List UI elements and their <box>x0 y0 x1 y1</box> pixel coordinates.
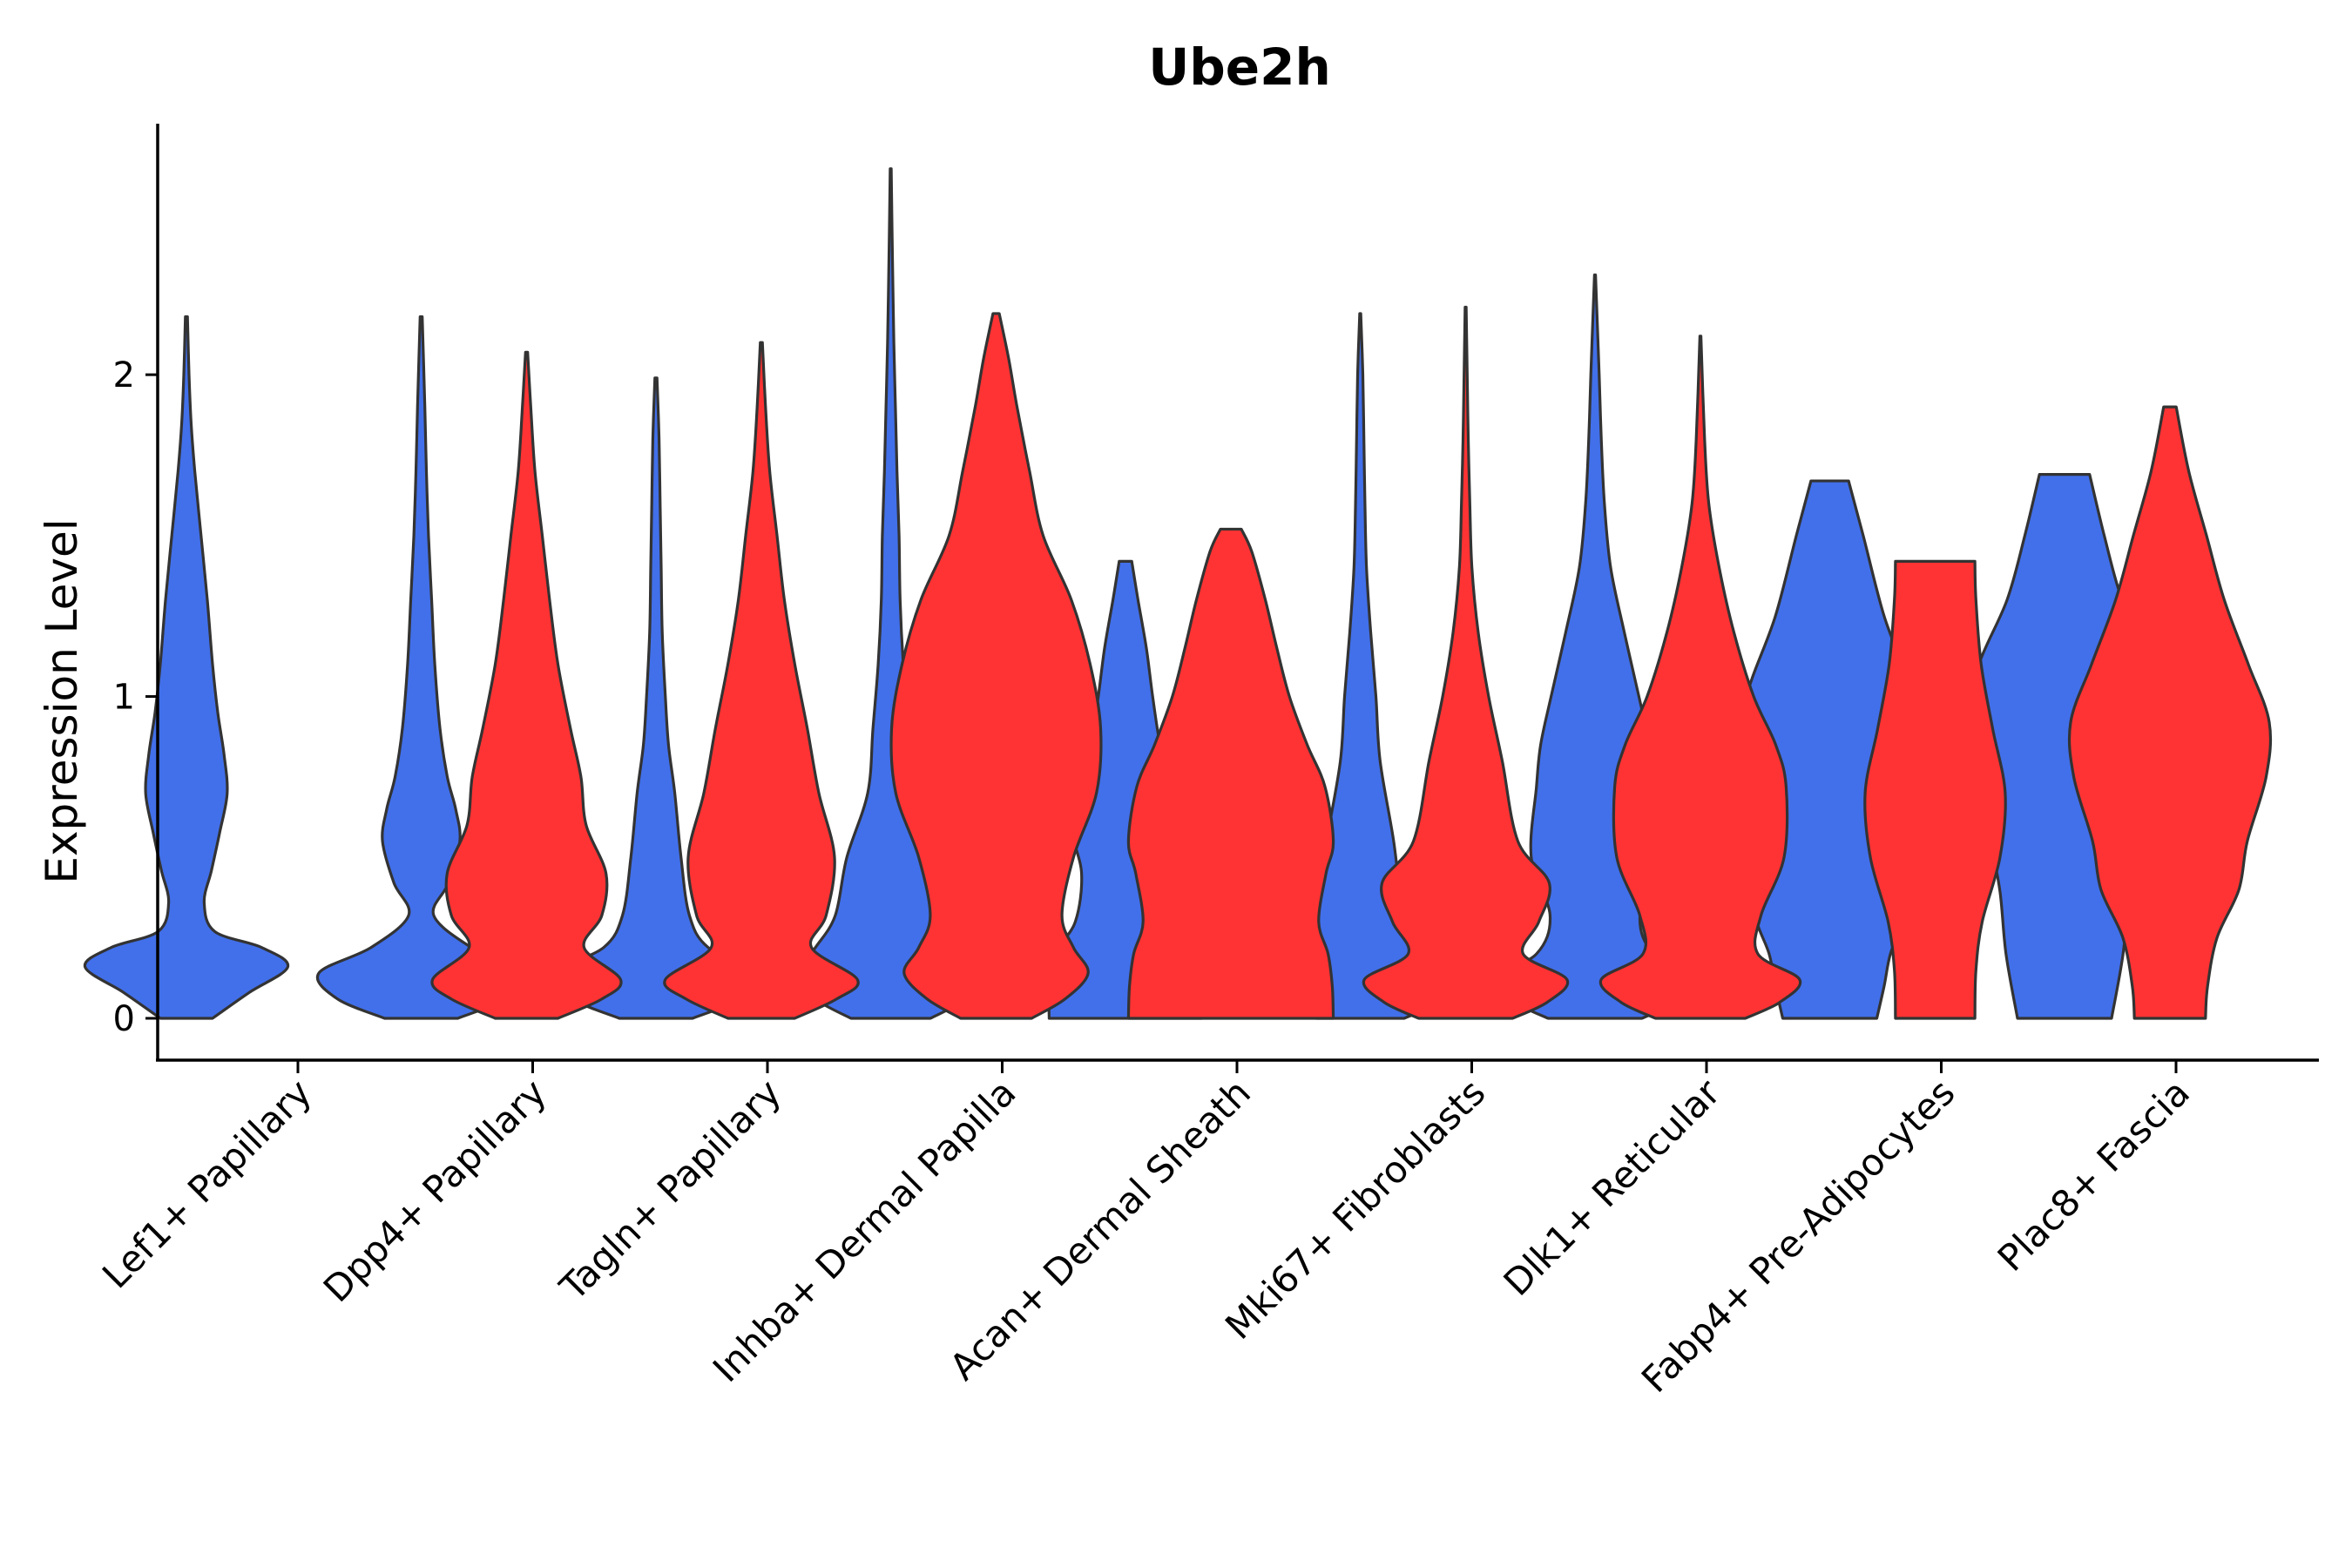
violin-2-1 <box>430 350 623 1020</box>
violin-1-2 <box>551 376 761 1020</box>
chart-title: Ube2h <box>1148 37 1331 97</box>
violin-2-6 <box>1598 335 1802 1020</box>
x-tick-label: Mki67+ Fibroblasts <box>1217 1071 1493 1347</box>
x-tick-label: Tagln+ Papillary <box>551 1071 789 1308</box>
y-tick-label: 1 <box>113 678 135 718</box>
violin-2-3 <box>889 312 1103 1020</box>
violin-2-7 <box>1863 559 2007 1020</box>
y-axis-label: Expression Level <box>37 518 87 883</box>
violin-2-4 <box>1126 527 1335 1020</box>
violin-2-8 <box>2067 405 2273 1020</box>
x-tick-label: Lef1+ Papillary <box>94 1071 320 1296</box>
y-tick-label: 2 <box>113 355 135 395</box>
x-tick-label: Plac8+ Fascia <box>1990 1071 2198 1279</box>
violin-2-2 <box>663 341 860 1020</box>
y-axis-ticks: 0 1 2 <box>113 355 158 1039</box>
x-tick-label: Dpp4+ Papillary <box>315 1071 555 1310</box>
violin-2-5 <box>1362 305 1570 1020</box>
y-tick-label: 0 <box>113 999 135 1039</box>
x-tick-label: Dlk1+ Reticular <box>1496 1071 1729 1304</box>
violin-1-0 <box>83 315 290 1020</box>
violin-series <box>83 167 2273 1020</box>
